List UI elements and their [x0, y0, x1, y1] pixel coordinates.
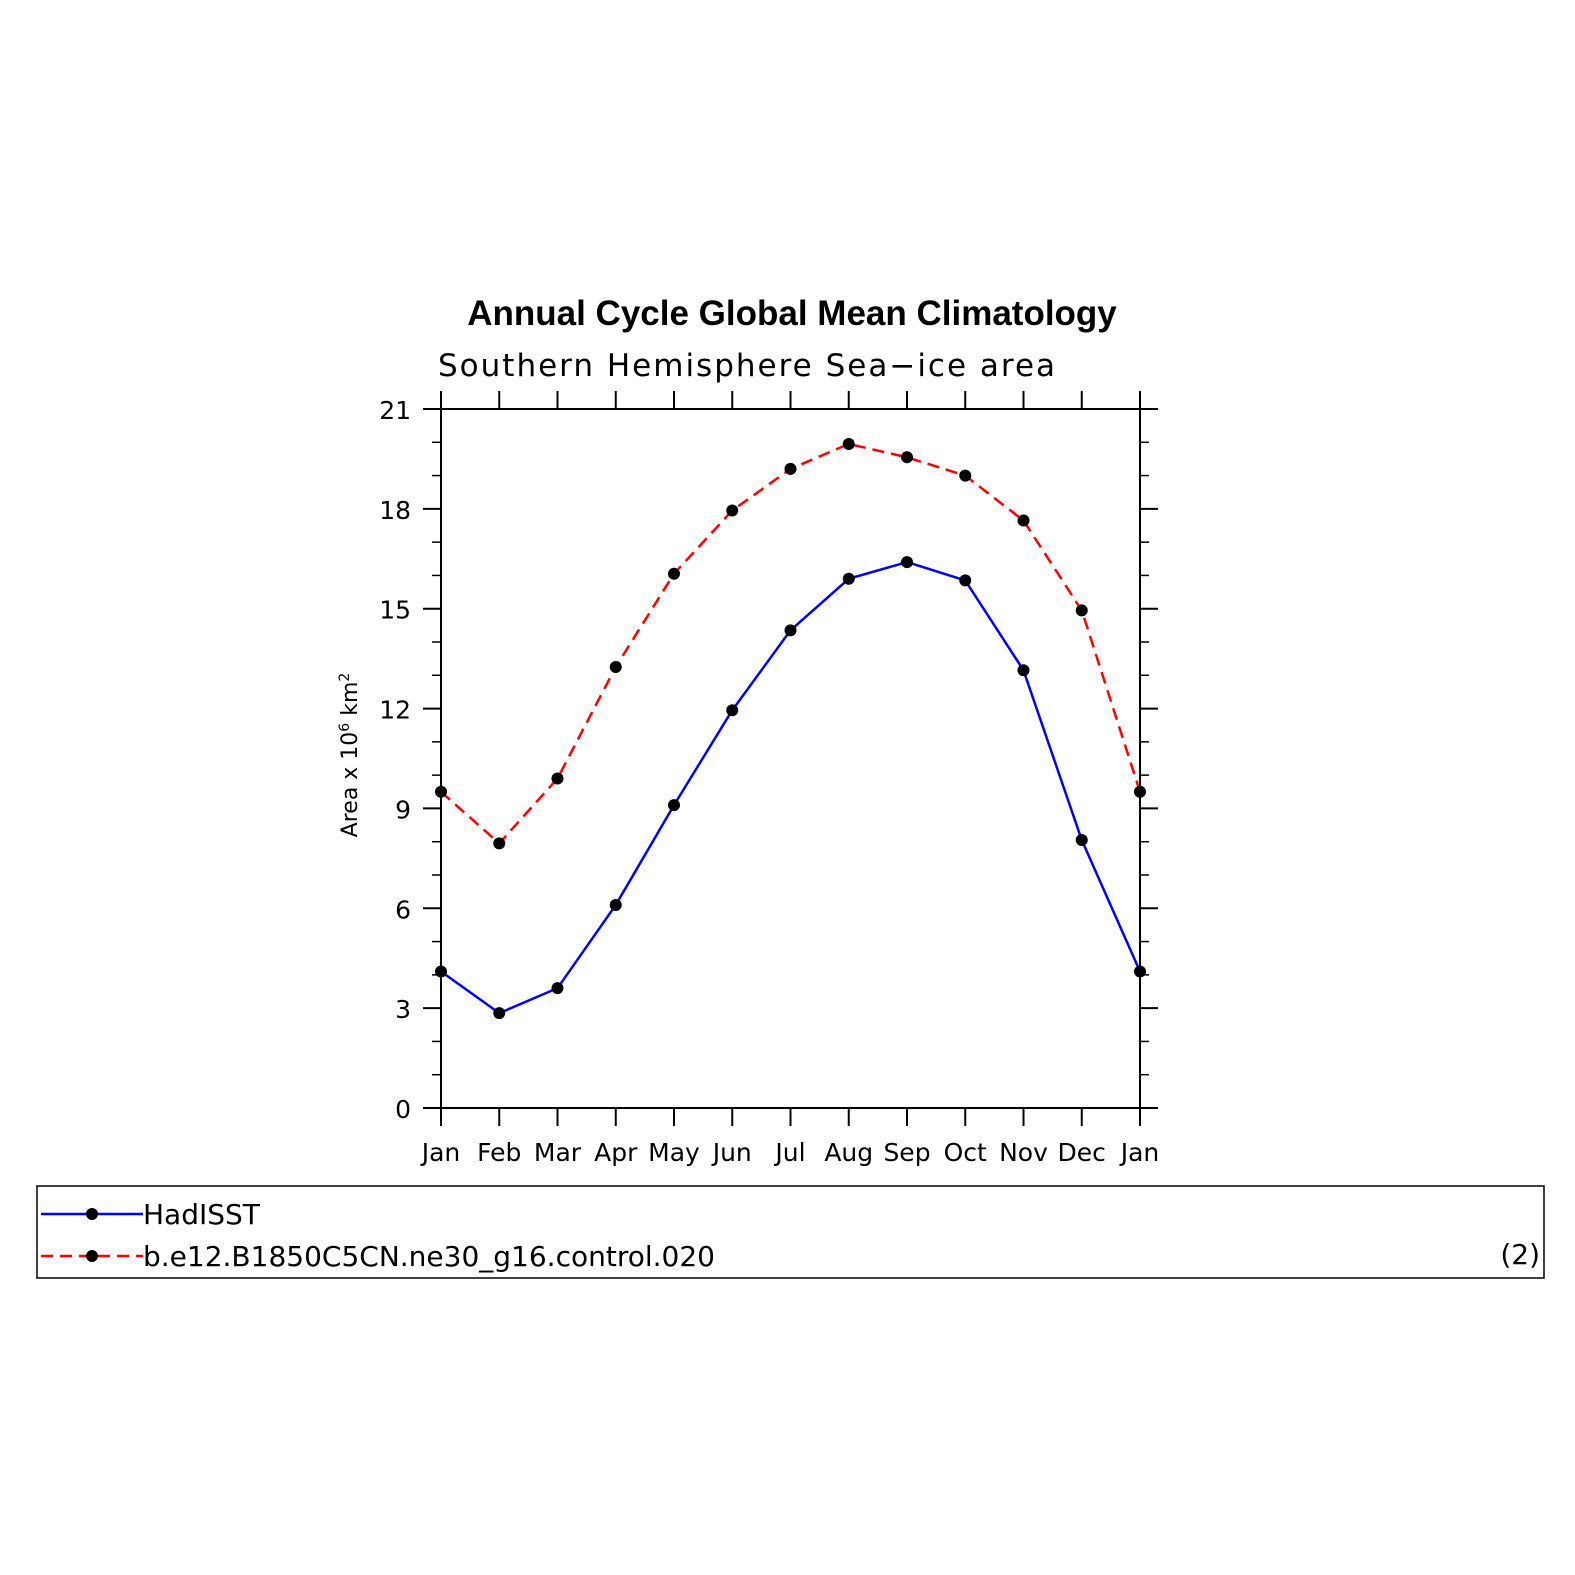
series-0-point [1075, 834, 1088, 847]
y-tick-label: 0 [395, 1095, 411, 1124]
series-0-point [668, 799, 680, 812]
legend-marker-0 [86, 1208, 98, 1220]
y-axis-label: Area x 106 km2 [337, 673, 363, 838]
x-tick-label: Feb [477, 1138, 521, 1167]
series-line-1 [440, 442, 1142, 846]
series-1-point [959, 469, 972, 482]
y-axis-label-exp: 6 [337, 723, 353, 732]
y-tick-label: 3 [395, 995, 411, 1024]
series-1-point [1017, 514, 1030, 527]
series-1-point [551, 772, 564, 785]
legend-marker-1 [86, 1250, 98, 1262]
x-tick-label: May [648, 1138, 700, 1167]
legend-label-1: b.e12.B1850C5CN.ne30_g16.control.020 [143, 1240, 715, 1273]
x-tick-label: Jul [773, 1138, 805, 1167]
chart-subtitle: Southern Hemisphere Sea−ice area [438, 348, 1057, 384]
series-0-point [959, 574, 972, 587]
x-tick-label: Jan [420, 1138, 461, 1167]
x-tick-label: Jun [711, 1138, 752, 1167]
plot-area: Jan Feb Mar Apr May Jun Jul Aug Sep Oct Nov Dec Jan 0… [379, 391, 1159, 1167]
series-1-point [784, 462, 797, 475]
series-0-point [609, 898, 622, 911]
x-tick-label: Nov [999, 1138, 1048, 1167]
legend-label-0: HadISST [143, 1198, 261, 1231]
x-tick-label: Apr [594, 1138, 638, 1167]
x-tick-label: Dec [1058, 1138, 1106, 1167]
series-1-point [842, 437, 855, 450]
series-0-point [1134, 965, 1146, 978]
x-tick-label: Aug [824, 1138, 873, 1167]
y-tick-label: 9 [395, 795, 411, 824]
legend: HadISST b.e12.B1850C5CN.ne30_g16.control.… [36, 1185, 1545, 1279]
x-tick-label: Mar [534, 1138, 582, 1167]
series-1-point [609, 660, 622, 673]
series-1-point [493, 837, 506, 850]
series-0-point [784, 624, 797, 637]
y-axis-label-unit-exp: 2 [337, 673, 353, 682]
x-tick-label: Sep [883, 1138, 930, 1167]
series-0-point [551, 982, 564, 995]
legend-box [36, 1185, 1545, 1279]
series-1-point [901, 451, 913, 464]
y-tick-label: 12 [379, 696, 411, 725]
legend-note: (2) [1500, 1238, 1540, 1271]
series-0-point [493, 1007, 506, 1020]
series-1-point [1134, 785, 1146, 798]
series-0-point [842, 572, 855, 585]
series-1-point [668, 567, 680, 580]
series-0-point [726, 704, 739, 717]
y-tick-label: 21 [379, 396, 411, 425]
series-0-point [1017, 664, 1030, 677]
series-1-point [435, 785, 447, 798]
chart-title: Annual Cycle Global Mean Climatology [467, 294, 1117, 333]
series-0-point [435, 965, 447, 978]
x-tick-label: Oct [944, 1138, 987, 1167]
series-0-point [901, 556, 913, 569]
series-1-point [1075, 604, 1088, 617]
y-tick-label: 6 [395, 895, 411, 924]
plot-frame [440, 408, 1141, 1109]
y-tick-label: 18 [379, 496, 411, 525]
y-tick-label: 15 [379, 596, 411, 625]
x-tick-label: Jan [1119, 1138, 1160, 1167]
series-1-point [726, 504, 739, 517]
